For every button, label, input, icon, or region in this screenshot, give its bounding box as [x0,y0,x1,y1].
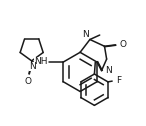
Text: O: O [25,77,32,86]
Text: N: N [82,30,88,39]
Text: O: O [120,40,127,49]
Text: F: F [116,76,121,85]
Text: N: N [29,62,35,71]
Text: N: N [105,66,112,75]
Text: NH: NH [34,57,47,66]
